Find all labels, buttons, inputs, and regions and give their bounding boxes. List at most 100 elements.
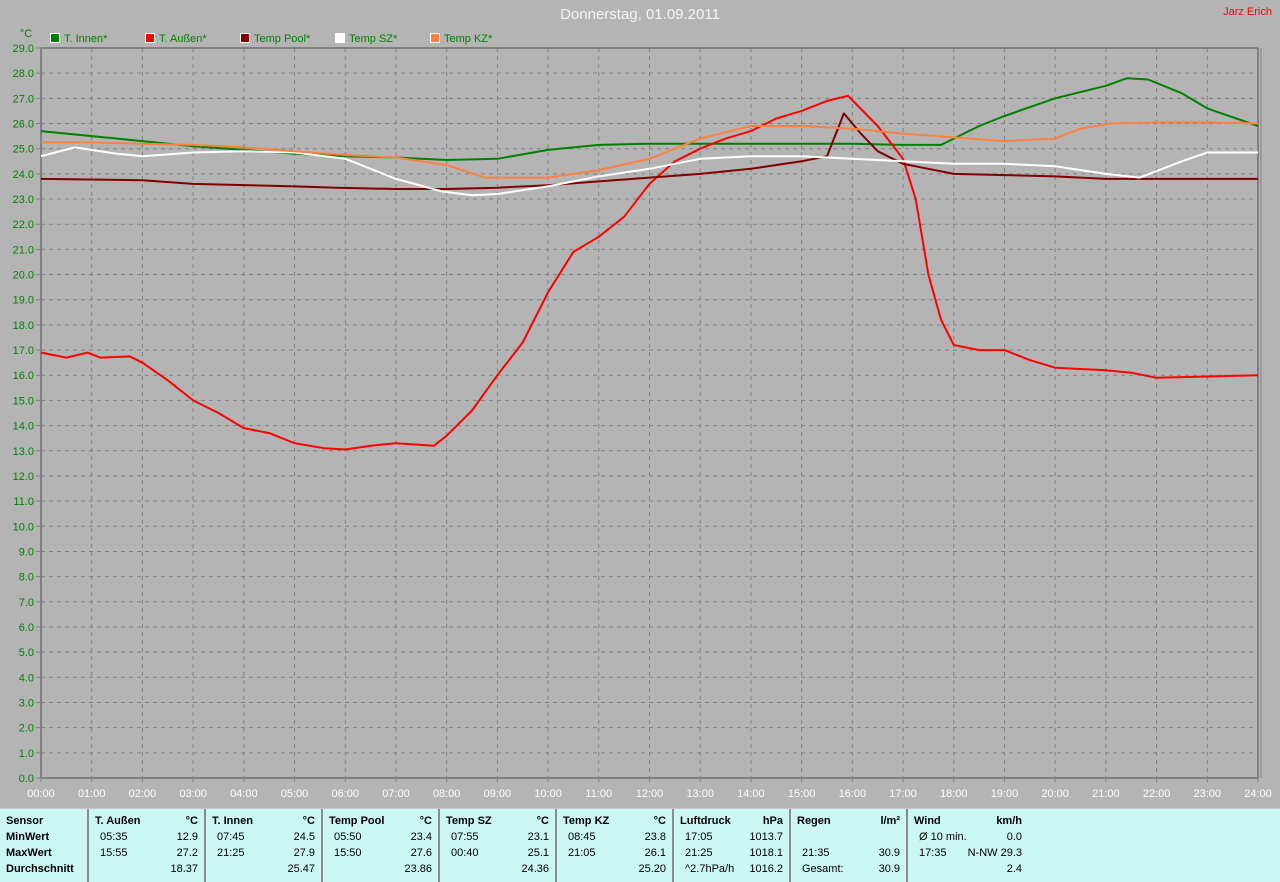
y-axis-unit: °C [20, 28, 32, 40]
stats-time: 00:40 [451, 847, 479, 859]
stats-row [797, 829, 900, 845]
stats-value: 1016.2 [749, 863, 783, 875]
stats-time: 21:05 [568, 847, 596, 859]
x-tick-label: 15:00 [788, 788, 816, 800]
y-tick-label: 8.0 [19, 572, 34, 584]
x-tick-label: 09:00 [484, 788, 512, 800]
stats-row: 17:05 1013.7 [680, 829, 783, 845]
stats-group: Temp SZ °C 07:55 23.1 00:40 25.1 24.36 [440, 809, 557, 882]
stats-value: N-NW 29.3 [967, 847, 1022, 859]
y-tick-label: 0.0 [19, 773, 34, 785]
stats-time: Gesamt: [802, 863, 844, 875]
x-tick-label: 00:00 [27, 788, 55, 800]
group-unit: °C [536, 815, 549, 827]
stats-value: 27.9 [293, 847, 315, 859]
x-tick-label: 04:00 [230, 788, 258, 800]
group-name: T. Innen [212, 815, 253, 827]
stats-time: 07:45 [217, 831, 245, 843]
sensor-header: Sensor [6, 815, 44, 827]
stats-row: 25.20 [563, 861, 666, 877]
stats-row: 23.86 [329, 861, 432, 877]
y-tick-label: 13.0 [13, 446, 34, 458]
group-header: Wind km/h [914, 813, 1022, 829]
x-tick-label: 24:00 [1244, 788, 1272, 800]
y-tick-label: 6.0 [19, 622, 34, 634]
row-label-max: MaxWert [6, 847, 52, 859]
x-tick-label: 05:00 [281, 788, 309, 800]
row-label-min: MinWert [6, 831, 50, 843]
stats-value: 0.0 [1006, 831, 1022, 843]
stats-row: 21:25 27.9 [212, 845, 315, 861]
y-tick-label: 16.0 [13, 370, 34, 382]
group-name: Wind [914, 815, 941, 827]
stats-group: Regen l/m² 21:35 30.9 Gesamt: 30.9 [791, 809, 908, 882]
statistics-table: Sensor MinWert MaxWert Durchschnitt T. A… [0, 808, 1280, 882]
stats-value: 25.1 [527, 847, 549, 859]
stats-time: 21:35 [802, 847, 830, 859]
group-header: T. Außen °C [95, 813, 198, 829]
y-tick-label: 29.0 [13, 43, 34, 55]
group-header: Temp SZ °C [446, 813, 549, 829]
stats-group: Wind km/h Ø 10 min. 0.0 17:35 N-NW 29.3 2.4 [908, 809, 1028, 882]
stats-time: 17:05 [685, 831, 713, 843]
stats-row: Ø 10 min. 0.0 [914, 829, 1022, 845]
group-name: T. Außen [95, 815, 141, 827]
x-tick-label: 20:00 [1041, 788, 1069, 800]
stats-time: 15:55 [100, 847, 128, 859]
stats-value: 12.9 [176, 831, 198, 843]
chart-title: Donnerstag, 01.09.2011 [560, 6, 720, 23]
x-tick-label: 22:00 [1143, 788, 1171, 800]
stats-time [797, 829, 802, 845]
y-tick-label: 14.0 [13, 421, 34, 433]
legend-label: Temp Pool* [254, 33, 311, 45]
stats-row: 25.47 [212, 861, 315, 877]
y-tick-label: 12.0 [13, 471, 34, 483]
group-unit: °C [185, 815, 198, 827]
stats-row: ^2.7hPa/h 1016.2 [680, 861, 783, 877]
x-tick-label: 18:00 [940, 788, 968, 800]
stats-row: 07:55 23.1 [446, 829, 549, 845]
group-header: Luftdruck hPa [680, 813, 783, 829]
stats-time: 21:25 [685, 847, 713, 859]
x-tick-label: 21:00 [1092, 788, 1120, 800]
stats-time: 07:55 [451, 831, 479, 843]
legend-swatch [50, 33, 60, 43]
stats-value: 23.4 [410, 831, 432, 843]
group-name: Luftdruck [680, 815, 731, 827]
stats-group: Luftdruck hPa 17:05 1013.7 21:25 1018.1 ^2.7hP… [674, 809, 791, 882]
y-tick-label: 3.0 [19, 697, 34, 709]
x-tick-label: 01:00 [78, 788, 106, 800]
series-line-3 [40, 146, 1258, 197]
x-tick-label: 10:00 [534, 788, 562, 800]
stats-time: ^2.7hPa/h [685, 863, 735, 875]
group-name: Temp SZ [446, 815, 492, 827]
y-tick-label: 17.0 [13, 345, 34, 357]
y-tick-label: 26.0 [13, 119, 34, 131]
legend-swatch [335, 33, 345, 43]
stats-value: 2.4 [1006, 863, 1022, 875]
legend-label: T. Innen* [64, 33, 108, 45]
group-header: Temp KZ °C [563, 813, 666, 829]
y-tick-label: 11.0 [13, 496, 34, 508]
stats-row: 08:45 23.8 [563, 829, 666, 845]
y-tick-label: 21.0 [13, 244, 34, 256]
legend-label: T. Außen* [159, 33, 207, 45]
group-name: Temp Pool [329, 815, 385, 827]
group-header: Regen l/m² [797, 813, 900, 829]
stats-row: 2.4 [914, 861, 1022, 877]
y-tick-label: 24.0 [13, 169, 34, 181]
stats-value: 24.5 [293, 831, 315, 843]
y-tick-label: 23.0 [13, 194, 34, 206]
y-tick-label: 2.0 [19, 723, 34, 735]
stats-row: 07:45 24.5 [212, 829, 315, 845]
y-tick-label: 15.0 [13, 395, 34, 407]
stats-row: 18.37 [95, 861, 198, 877]
legend-label: Temp SZ* [349, 33, 398, 45]
legend-swatch [145, 33, 155, 43]
stats-row: 21:05 26.1 [563, 845, 666, 861]
stats-time [212, 861, 217, 877]
series-line-1 [40, 94, 1259, 451]
stats-value: 1018.1 [749, 847, 783, 859]
stats-value: 26.1 [644, 847, 666, 859]
stats-value: 1013.7 [749, 831, 783, 843]
